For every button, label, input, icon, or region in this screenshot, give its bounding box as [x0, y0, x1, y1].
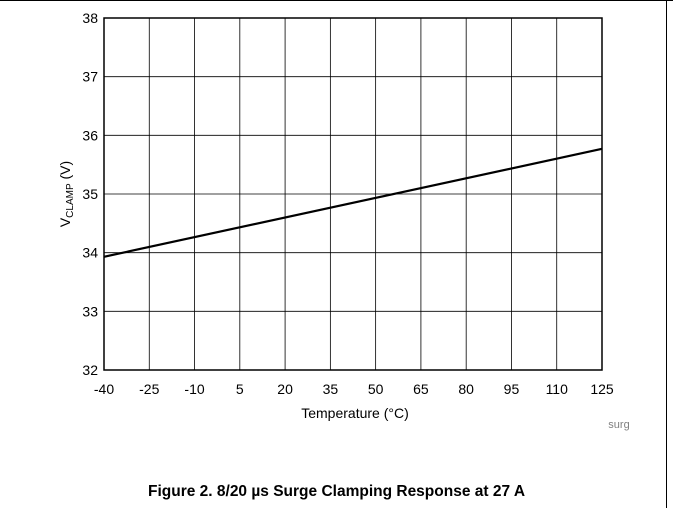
y-tick-labels: 32 33 34 35 36 37 38: [82, 10, 98, 378]
y-tick-label: 34: [82, 245, 98, 261]
x-tick-labels: -40 -25 -10 5 20 35 50 65 80 95 110 125: [94, 381, 614, 397]
y-tick-label: 37: [82, 69, 98, 85]
y-tick-label: 33: [82, 303, 98, 319]
top-border: [0, 0, 673, 1]
series-line: [103, 147, 603, 258]
source-tag: surg: [608, 419, 629, 431]
x-tick-label: 65: [413, 381, 429, 397]
x-axis-title: Temperature (°C): [301, 405, 409, 421]
plot-frame: [103, 17, 603, 371]
y-tick-label: 38: [82, 10, 98, 26]
y-tick-label: 35: [82, 186, 98, 202]
x-tick-label: -25: [139, 381, 159, 397]
y-axis-title: VCLAMP (V): [57, 161, 76, 227]
x-tick-label: 50: [368, 381, 384, 397]
series-layer: [103, 147, 603, 258]
figure-caption: Figure 2. 8/20 µs Surge Clamping Respons…: [147, 483, 526, 500]
y-tick-label: 32: [82, 362, 98, 378]
x-tick-label: 35: [323, 381, 339, 397]
right-border: [666, 0, 667, 508]
x-tick-label: 5: [236, 381, 244, 397]
x-tick-label: 20: [277, 381, 293, 397]
x-tick-label: 80: [458, 381, 474, 397]
y-axis-title-unit: (V): [57, 161, 73, 184]
y-tick-label: 36: [82, 127, 98, 143]
x-tick-label: 110: [546, 381, 569, 397]
y-axis-title-main: V: [57, 217, 73, 227]
x-tick-label: 95: [504, 381, 520, 397]
x-tick-label: -40: [94, 381, 114, 397]
x-tick-label: 125: [590, 381, 614, 397]
chart: -40 -25 -10 5 20 35 50 65 80 95 110 125 32333435363…: [57, 10, 630, 431]
y-axis-title-subscript: CLAMP: [65, 183, 76, 218]
grid: [103, 17, 603, 371]
x-tick-label: -10: [184, 381, 204, 397]
